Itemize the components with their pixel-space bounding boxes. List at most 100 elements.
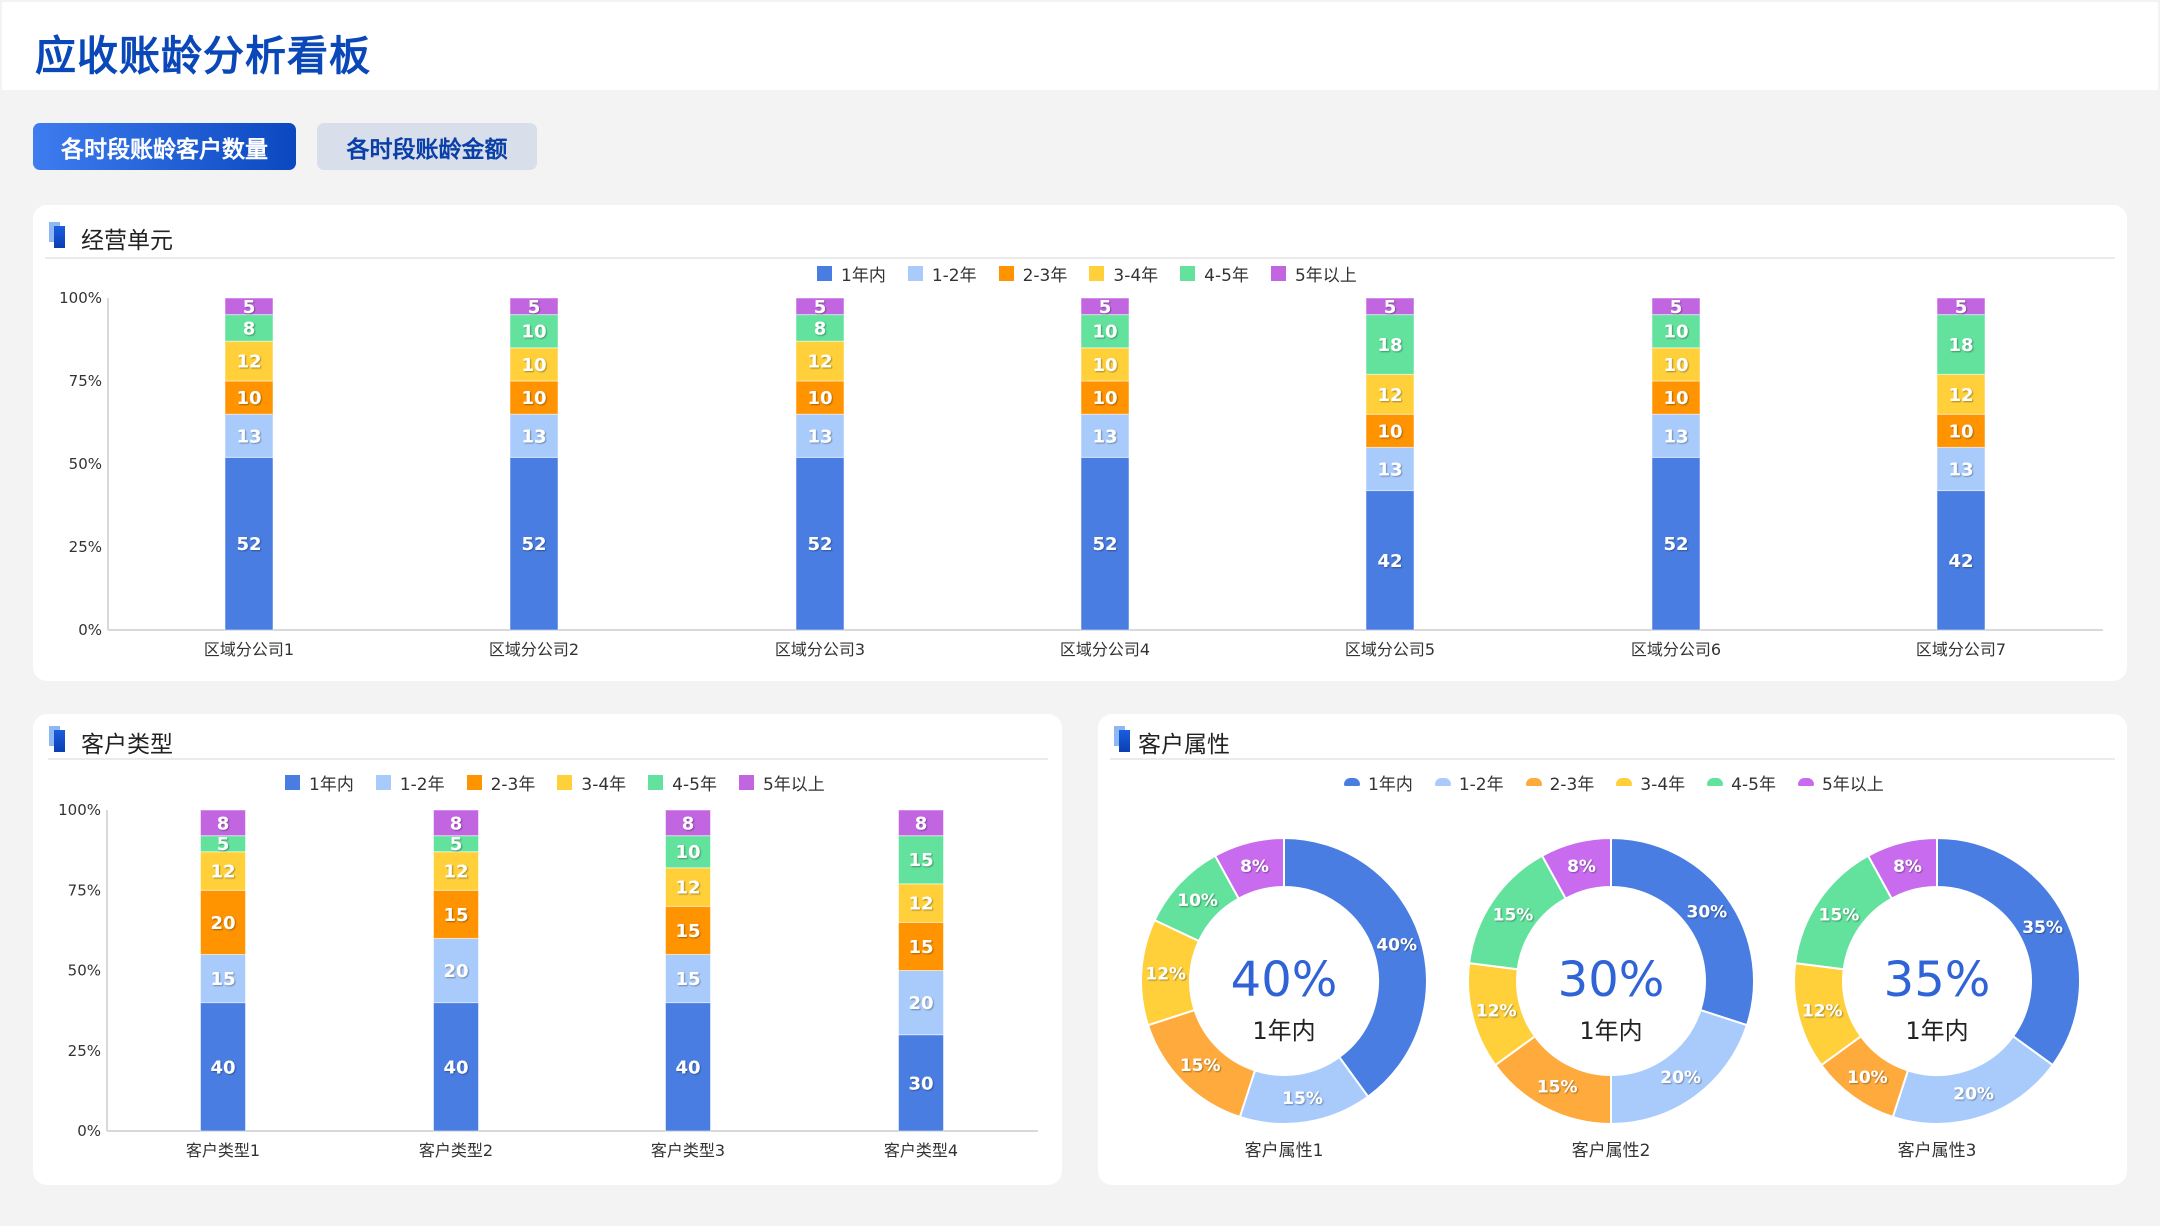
bar-segment bbox=[200, 851, 246, 891]
bar-value-label: 52 bbox=[1663, 534, 1688, 555]
legend-item[interactable]: 1-2年 bbox=[375, 770, 445, 795]
donut-center-label: 1年内 bbox=[1579, 1017, 1642, 1045]
legend-item[interactable]: 1年内 bbox=[1344, 770, 1413, 795]
page-title: 应收账龄分析看板 bbox=[35, 32, 371, 80]
donut-slice-label: 20% bbox=[1660, 1068, 1701, 1088]
bar-value-label: 8 bbox=[450, 813, 463, 834]
bar-value-label: 10 bbox=[521, 355, 546, 376]
donut-slice bbox=[1866, 836, 1938, 900]
bar-segment bbox=[898, 970, 944, 1036]
bar-segment bbox=[1936, 446, 1986, 492]
legend-item[interactable]: 4-5年 bbox=[648, 770, 717, 795]
bar-value-label: 5 bbox=[243, 297, 256, 318]
bar-segment bbox=[200, 809, 246, 837]
x-tick-label: 客户类型3 bbox=[651, 1141, 725, 1160]
bar-segment bbox=[795, 314, 845, 342]
legend-item[interactable]: 3-4年 bbox=[1089, 261, 1158, 286]
legend-item[interactable]: 4-5年 bbox=[1180, 261, 1249, 286]
chart-legend: 1年内 1-2年 2-3年 3-4年 4-5年 5年以上 bbox=[285, 767, 825, 797]
bar-value-label: 8 bbox=[243, 318, 256, 339]
bar-segment bbox=[1936, 413, 1986, 448]
x-tick-label: 区域分公司4 bbox=[1060, 640, 1150, 659]
section-title-icon bbox=[49, 726, 67, 752]
legend-swatch-icon bbox=[998, 265, 1014, 281]
bar-segment bbox=[200, 889, 246, 955]
donut-slice bbox=[1540, 836, 1612, 900]
panel-title: 客户属性 bbox=[1138, 732, 1230, 758]
bar-value-label: 5 bbox=[814, 297, 827, 318]
chart-legend: 1年内 1-2年 2-3年 3-4年 4-5年 5年以上 bbox=[817, 258, 1357, 288]
legend-item[interactable]: 2-3年 bbox=[1525, 770, 1595, 795]
donut-slice-label: 12% bbox=[1476, 1001, 1517, 1021]
legend-item[interactable]: 2-3年 bbox=[466, 770, 535, 795]
bar-segment bbox=[1936, 314, 1986, 375]
bar-value-label: 15 bbox=[908, 850, 933, 871]
bar-segment bbox=[1651, 456, 1701, 631]
legend-label: 4-5年 bbox=[672, 774, 717, 795]
bar-value-label: 10 bbox=[1663, 322, 1688, 343]
x-tick-label: 区域分公司7 bbox=[1916, 640, 2006, 659]
bar-value-label: 10 bbox=[675, 842, 700, 863]
bar-value-label: 40 bbox=[210, 1057, 235, 1078]
bar-value-label: 5 bbox=[450, 834, 463, 855]
donut-name-label: 客户属性1 bbox=[1245, 1141, 1324, 1161]
legend-label: 1年内 bbox=[1368, 774, 1413, 795]
bar-value-label: 10 bbox=[521, 322, 546, 343]
legend-swatch-icon bbox=[907, 265, 923, 281]
legend-item[interactable]: 4-5年 bbox=[1707, 770, 1776, 795]
section-title-icon bbox=[49, 222, 67, 248]
x-tick-label: 区域分公司6 bbox=[1631, 640, 1721, 659]
legend-item[interactable]: 3-4年 bbox=[1616, 770, 1685, 795]
bar-segment bbox=[509, 314, 559, 349]
bar-value-label: 10 bbox=[521, 388, 546, 409]
legend-label: 5年以上 bbox=[1294, 265, 1357, 286]
legend-swatch-icon bbox=[738, 774, 754, 790]
bar-value-label: 10 bbox=[1663, 388, 1688, 409]
legend-item[interactable]: 3-4年 bbox=[557, 770, 626, 795]
bar-segment bbox=[224, 340, 274, 382]
bar-value-label: 13 bbox=[1663, 426, 1688, 447]
bar-segment bbox=[509, 380, 559, 415]
legend-swatch-icon bbox=[1089, 265, 1105, 281]
bar-segment bbox=[1651, 297, 1701, 316]
panel-divider bbox=[48, 758, 1048, 760]
donut-center-value: 35% bbox=[1884, 952, 1991, 1008]
legend-item[interactable]: 2-3年 bbox=[998, 261, 1067, 286]
bar-value-label: 5 bbox=[1099, 297, 1112, 318]
x-tick-label: 区域分公司1 bbox=[204, 640, 294, 659]
donut-slice-label: 10% bbox=[1847, 1068, 1888, 1088]
legend-item[interactable]: 1年内 bbox=[285, 770, 354, 795]
bar-segment bbox=[1651, 380, 1701, 415]
bar-segment bbox=[509, 297, 559, 316]
legend-item[interactable]: 5年以上 bbox=[738, 770, 825, 795]
legend-item[interactable]: 5年以上 bbox=[1797, 770, 1884, 795]
x-tick-label: 客户类型1 bbox=[186, 1141, 260, 1160]
legend-item[interactable]: 5年以上 bbox=[1270, 261, 1357, 286]
bar-value-label: 15 bbox=[675, 969, 700, 990]
donut-slice-label: 15% bbox=[1493, 905, 1534, 925]
bar-value-label: 40 bbox=[675, 1057, 700, 1078]
bar-value-label: 5 bbox=[1955, 297, 1968, 318]
bar-value-label: 13 bbox=[807, 426, 832, 447]
tab-customer-count[interactable]: 各时段账龄客户数量 bbox=[33, 123, 296, 170]
bar-segment bbox=[509, 347, 559, 382]
bar-value-label: 30 bbox=[908, 1073, 933, 1094]
legend-label: 2-3年 bbox=[1549, 774, 1595, 795]
bar-segment bbox=[1080, 380, 1130, 415]
legend-item[interactable]: 1-2年 bbox=[1434, 770, 1504, 795]
bar-segment bbox=[665, 809, 711, 837]
tab-aging-amount[interactable]: 各时段账龄金额 bbox=[317, 123, 537, 170]
donut-center-label: 1年内 bbox=[1905, 1017, 1968, 1045]
y-tick-label: 100% bbox=[58, 801, 101, 819]
donut-slice bbox=[1936, 836, 2081, 1067]
legend-item[interactable]: 1-2年 bbox=[907, 261, 977, 286]
bar-value-label: 8 bbox=[682, 813, 695, 834]
legend-fan-icon bbox=[1797, 778, 1814, 786]
donut-slice-label: 35% bbox=[2022, 918, 2063, 938]
legend-label: 3-4年 bbox=[1113, 265, 1159, 286]
legend-item[interactable]: 1年内 bbox=[817, 261, 886, 286]
legend-swatch-icon bbox=[1270, 265, 1286, 281]
donut-center-value: 40% bbox=[1231, 952, 1338, 1008]
